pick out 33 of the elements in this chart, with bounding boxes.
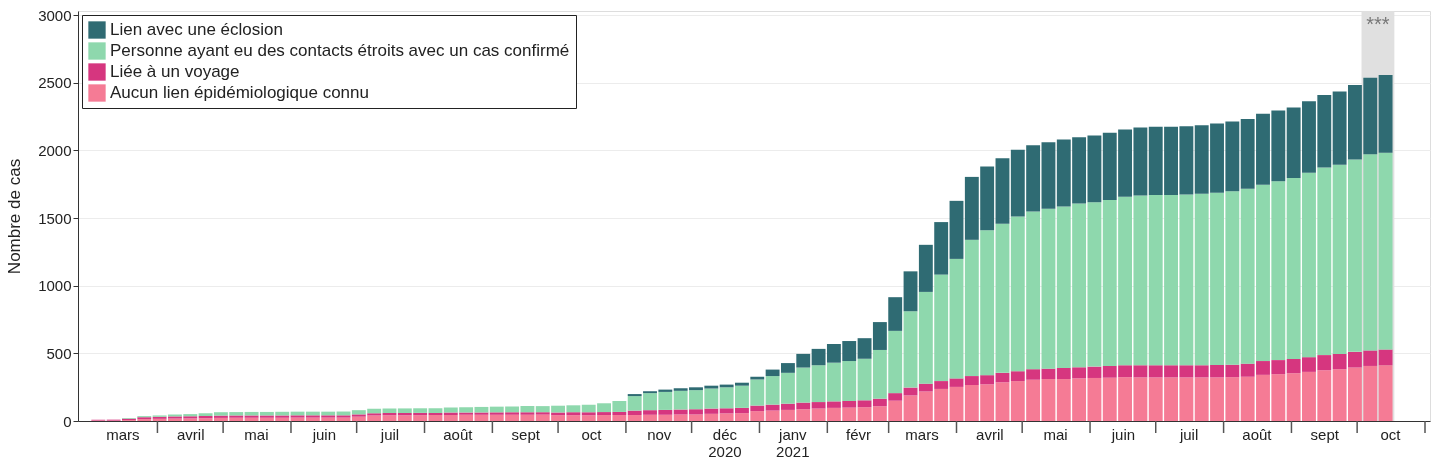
y-tick-label: 2500 xyxy=(38,74,72,92)
x-tick-label: janv 2021 xyxy=(776,425,810,460)
y-axis-title: Nombre de cas xyxy=(5,158,25,275)
x-tick-label: mai xyxy=(1043,425,1068,443)
y-tick-label: 500 xyxy=(46,344,72,362)
x-tick-label: août xyxy=(443,425,474,443)
legend-label: Lien avec une éclosion xyxy=(110,20,283,39)
y-tick-label: 0 xyxy=(63,412,72,430)
x-tick-label: mars xyxy=(106,425,140,443)
legend-label: Aucun lien épidémiologique connu xyxy=(110,83,369,102)
x-tick-label: févr xyxy=(845,425,871,443)
x-tick-label: juil xyxy=(1178,425,1199,443)
legend-label: Personne ayant eu des contacts étroits avec un cas confirmé xyxy=(110,41,570,60)
y-tick-label: 2000 xyxy=(38,141,72,159)
x-tick-label: avril xyxy=(177,425,205,443)
band-label: *** xyxy=(1366,13,1390,35)
y-tick-label: 1500 xyxy=(38,209,72,227)
x-tick-label: déc 2020 xyxy=(708,425,742,460)
x-tick-label: oct xyxy=(581,425,603,443)
x-tick-label: mai xyxy=(244,425,269,443)
x-tick-label: mars xyxy=(905,425,939,443)
x-tick-label: juin xyxy=(1110,425,1136,443)
y-tick-label: 3000 xyxy=(38,6,72,24)
x-tick-label: juin xyxy=(311,425,336,443)
x-tick-label: avril xyxy=(976,425,1004,443)
x-tick-label: août xyxy=(1242,425,1273,443)
x-tick-label: juil xyxy=(379,425,400,443)
legend-label: Liée à un voyage xyxy=(110,62,240,81)
x-tick-label: sept xyxy=(1310,425,1340,443)
x-tick-label: oct xyxy=(1380,425,1402,443)
y-tick-label: 1000 xyxy=(38,277,72,295)
x-tick-label: nov xyxy=(647,425,672,443)
x-tick-label: sept xyxy=(511,425,541,443)
